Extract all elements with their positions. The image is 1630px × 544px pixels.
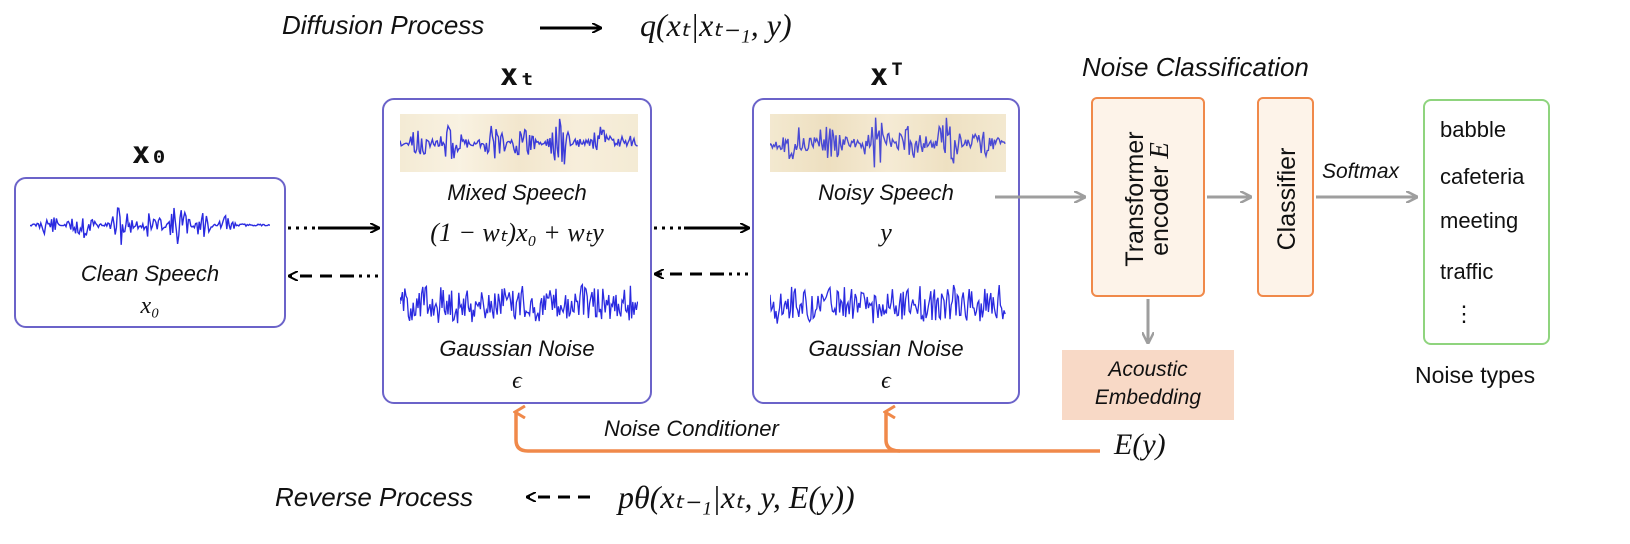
classifier-box: Classifier — [1257, 97, 1314, 297]
clean-speech-waveform — [30, 207, 270, 245]
gaussian-noise-var-1: ϵ — [512, 368, 522, 394]
noise-type-ellipsis: ⋮ — [1453, 301, 1475, 326]
acoustic-embedding-line2: Embedding — [1094, 386, 1202, 409]
gaussian-noise-title-1: Gaussian Noise — [439, 336, 595, 361]
diffusion-process-label: Diffusion Process — [282, 10, 485, 40]
gaussian-noise-var-2: ϵ — [881, 368, 891, 394]
xt-symbol: xₜ — [500, 58, 537, 93]
noisy-speech-box: Noisy Speech y Gaussian Noise ϵ — [752, 98, 1020, 404]
gaussian-noise-waveform-1 — [400, 282, 638, 324]
noise-type-cafeteria: cafeteria — [1440, 164, 1525, 189]
noise-type-meeting: meeting — [1440, 208, 1519, 233]
acoustic-embedding-line1: Acoustic — [1108, 358, 1188, 381]
gaussian-noise-title-2: Gaussian Noise — [808, 336, 964, 361]
softmax-label: Softmax — [1322, 160, 1400, 183]
mixed-speech-title: Mixed Speech — [447, 180, 587, 205]
gaussian-noise-waveform-2 — [770, 284, 1006, 324]
noisy-speech-var: y — [880, 218, 892, 247]
clean-speech-title: Clean Speech — [80, 261, 220, 286]
mixed-speech-box: Mixed Speech (1 − wₜ)x₀ + wₜy Gaussian N… — [382, 98, 652, 404]
noise-types-caption: Noise types — [1415, 362, 1536, 388]
clean-speech-var: x₀ — [140, 293, 160, 319]
noise-conditioner-path — [516, 412, 1100, 453]
noise-types-box: babble cafeteria meeting traffic ⋮ — [1423, 99, 1550, 345]
x0-symbol: x₀ — [132, 136, 169, 171]
noise-type-traffic: traffic — [1440, 259, 1494, 284]
noise-conditioner-branch — [886, 412, 901, 453]
noisy-speech-title: Noisy Speech — [818, 180, 954, 205]
transformer-encoder-box: Transformer encoder E — [1091, 97, 1205, 297]
mixed-speech-formula: (1 − wₜ)x₀ + wₜy — [430, 218, 604, 247]
clean-speech-box: Clean Speech x₀ — [14, 177, 286, 328]
noise-conditioner-label: Noise Conditioner — [604, 416, 779, 441]
diffusion-formula: q(xₜ|xₜ₋₁, y) — [640, 7, 792, 43]
reverse-process-label: Reverse Process — [275, 482, 473, 512]
embedding-formula: E(y) — [1114, 428, 1166, 461]
xT-symbol: xᵀ — [870, 58, 907, 93]
noise-type-babble: babble — [1440, 117, 1507, 142]
mixed-speech-waveform — [400, 118, 638, 165]
noisy-speech-waveform — [770, 117, 1006, 168]
acoustic-embedding-box: Acoustic Embedding — [1062, 350, 1234, 420]
noise-classification-title: Noise Classification — [1082, 52, 1309, 82]
reverse-formula: pθ(xₜ₋₁|xₜ, y, E(y)) — [618, 479, 855, 515]
